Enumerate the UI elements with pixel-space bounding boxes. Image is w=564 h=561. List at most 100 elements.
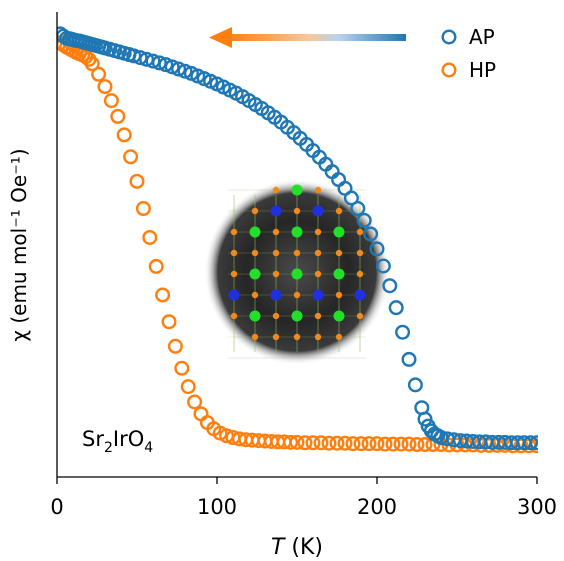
data-point-ap [417,411,433,427]
lattice-atom [314,312,322,320]
data-point-ap [523,435,538,451]
lattice-atom [354,289,366,301]
lattice-atom [291,226,303,238]
lattice-atom [356,270,364,278]
data-point-ap [350,201,366,217]
data-point-hp [148,258,164,274]
data-point-hp [289,434,305,450]
lattice-atom [291,268,303,280]
lattice-atom [335,333,343,341]
x-tick-label-200: 200 [357,495,397,519]
data-point-hp [283,434,299,450]
data-point-hp [180,379,196,395]
data-point-hp [123,149,139,165]
lattice-atom [335,207,343,215]
lattice-atom [249,268,261,280]
data-point-ap [177,63,193,79]
x-tick-label-100: 100 [197,495,237,519]
data-point-hp [297,435,313,451]
legend: AP HP [441,25,496,82]
data-point-hp [174,360,190,376]
lattice-atom [312,205,324,217]
legend-marker-ap [441,29,457,45]
lattice-atom [251,207,259,215]
lattice-atom [333,310,345,322]
data-point-hp [345,436,361,452]
axes-frame [56,12,537,478]
arrow-head [209,27,232,48]
lattice-atom [335,249,343,257]
data-point-hp [401,436,417,452]
data-point-ap [363,226,379,242]
data-point-hp [97,79,113,95]
data-point-ap [529,435,538,451]
lattice-atom [272,249,280,257]
direction-arrow [209,27,406,48]
arrow-shaft [228,34,406,41]
legend-label-ap: AP [469,25,495,49]
data-point-ap [356,212,372,228]
x-axis-unit: (K) [291,535,323,560]
lattice-atom [249,310,261,322]
data-point-hp [161,314,177,330]
lattice-atom [249,226,261,238]
data-point-hp [417,437,433,453]
data-point-ap [375,258,391,274]
compound-main: Sr [82,427,104,451]
lattice-atom [270,289,282,301]
x-axis-unit-space [284,535,291,560]
lattice-atom [314,186,322,194]
data-point-hp [142,229,158,245]
data-point-hp [103,93,119,109]
x-ticks: 0 100 200 300 [50,477,557,519]
lattice-atom [314,333,322,341]
data-point-hp [155,287,171,303]
data-point-hp [135,201,151,217]
data-point-hp [84,56,100,72]
compound-sub1: 2 [104,440,113,456]
data-point-ap [158,57,174,73]
lattice-atom [356,228,364,236]
data-point-hp [377,436,393,452]
data-point-hp [337,435,353,451]
data-point-ap [151,55,167,71]
lattice-atom [228,289,240,301]
inset-lattice [228,184,366,359]
lattice-atom [293,207,301,215]
data-point-hp [313,435,329,451]
y-axis-label: χ (emu mol⁻¹ Oe⁻¹) [7,148,31,341]
data-point-ap [382,278,398,294]
data-point-ap [388,300,404,316]
x-tick-label-0: 0 [50,495,63,519]
data-point-ap [395,324,411,340]
data-point-hp [513,438,529,454]
x-tick-label-300: 300 [517,495,557,519]
data-point-ap [401,351,417,367]
lattice-atom [272,186,280,194]
lattice-atom [335,291,343,299]
data-point-hp [91,66,107,82]
lattice-atom [251,333,259,341]
lattice-atom [291,310,303,322]
data-point-hp [409,437,425,453]
data-point-hp [129,173,145,189]
lattice-atom [333,268,345,280]
crystal-structure-inset [204,179,390,365]
data-point-hp [329,435,345,451]
lattice-atom [312,289,324,301]
series-ap [57,26,538,451]
data-point-hp [369,436,385,452]
x-axis-var: T [271,535,286,560]
lattice-atom [293,249,301,257]
data-point-hp [393,436,409,452]
series-layer [57,26,538,454]
data-point-hp [167,338,183,354]
data-point-hp [353,436,369,452]
data-point-hp [193,406,209,422]
data-point-hp [110,108,126,124]
lattice-atom [272,228,280,236]
lattice-atom [272,270,280,278]
lattice-atom [270,205,282,217]
lattice-atom [314,249,322,257]
lattice-atom [314,270,322,278]
